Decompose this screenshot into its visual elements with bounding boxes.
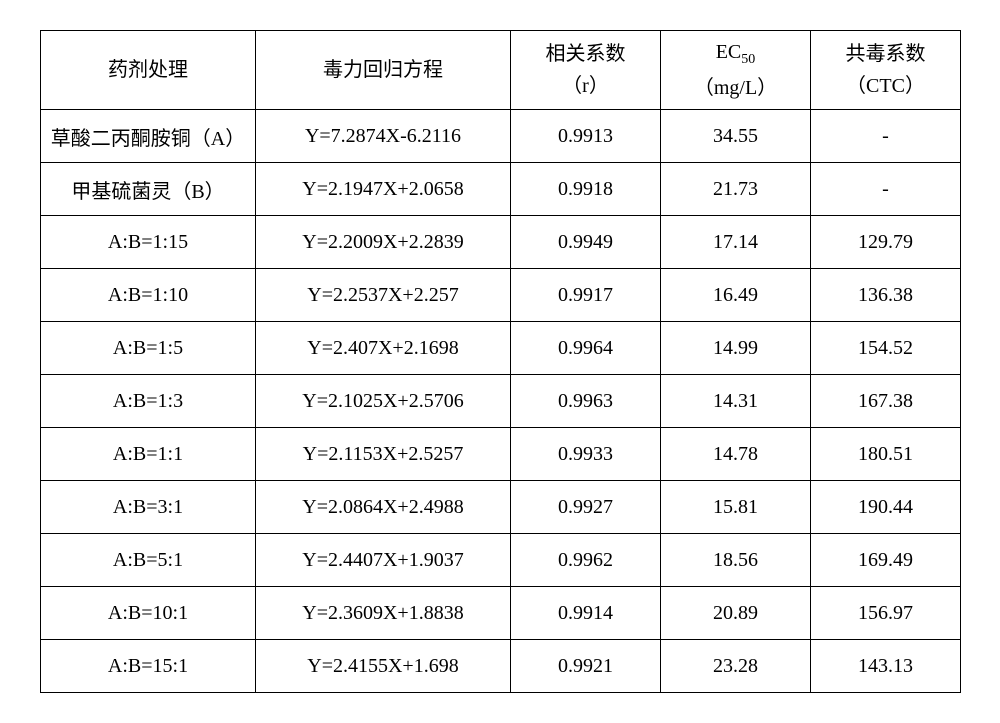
cell-treatment: A:B=10:1	[41, 587, 256, 640]
table-row: A:B=3:1Y=2.0864X+2.49880.992715.81190.44	[41, 481, 961, 534]
cell-r: 0.9913	[511, 110, 661, 163]
cell-ctc: 169.49	[811, 534, 961, 587]
table-row: A:B=5:1Y=2.4407X+1.90370.996218.56169.49	[41, 534, 961, 587]
cell-r: 0.9963	[511, 375, 661, 428]
cell-ctc: 136.38	[811, 269, 961, 322]
table-row: A:B=1:10Y=2.2537X+2.2570.991716.49136.38	[41, 269, 961, 322]
cell-equation: Y=2.0864X+2.4988	[256, 481, 511, 534]
header-label: EC	[716, 41, 742, 63]
cell-equation: Y=2.407X+2.1698	[256, 322, 511, 375]
header-label: 药剂处理	[108, 59, 188, 81]
cell-equation: Y=2.1025X+2.5706	[256, 375, 511, 428]
table-row: A:B=1:15Y=2.2009X+2.28390.994917.14129.7…	[41, 216, 961, 269]
cell-ec50: 14.31	[661, 375, 811, 428]
cell-ec50: 23.28	[661, 640, 811, 693]
table-header-row: 药剂处理 毒力回归方程 相关系数 （r） EC50 （mg/L） 共毒系数 （C…	[41, 31, 961, 110]
header-sub-num: 50	[741, 52, 755, 67]
cell-treatment: 甲基硫菌灵（B）	[41, 163, 256, 216]
header-label: 毒力回归方程	[323, 59, 443, 81]
cell-ec50: 34.55	[661, 110, 811, 163]
header-sub: （mg/L）	[694, 77, 777, 99]
table-row: 甲基硫菌灵（B）Y=2.1947X+2.06580.991821.73-	[41, 163, 961, 216]
cell-ec50: 14.78	[661, 428, 811, 481]
cell-equation: Y=2.1153X+2.5257	[256, 428, 511, 481]
cell-r: 0.9917	[511, 269, 661, 322]
cell-equation: Y=2.2537X+2.257	[256, 269, 511, 322]
cell-r: 0.9927	[511, 481, 661, 534]
cell-r: 0.9949	[511, 216, 661, 269]
cell-equation: Y=2.2009X+2.2839	[256, 216, 511, 269]
cell-ctc: -	[811, 110, 961, 163]
cell-r: 0.9964	[511, 322, 661, 375]
cell-treatment: A:B=1:1	[41, 428, 256, 481]
cell-ec50: 20.89	[661, 587, 811, 640]
header-sub: （CTC）	[846, 75, 925, 97]
table-row: 草酸二丙酮胺铜（A）Y=7.2874X-6.21160.991334.55-	[41, 110, 961, 163]
cell-ctc: 190.44	[811, 481, 961, 534]
cell-treatment: A:B=15:1	[41, 640, 256, 693]
table-body: 草酸二丙酮胺铜（A）Y=7.2874X-6.21160.991334.55-甲基…	[41, 110, 961, 693]
col-header-ctc: 共毒系数 （CTC）	[811, 31, 961, 110]
cell-r: 0.9962	[511, 534, 661, 587]
cell-ec50: 18.56	[661, 534, 811, 587]
table-row: A:B=1:3Y=2.1025X+2.57060.996314.31167.38	[41, 375, 961, 428]
cell-ec50: 14.99	[661, 322, 811, 375]
cell-ctc: -	[811, 163, 961, 216]
cell-ec50: 15.81	[661, 481, 811, 534]
cell-equation: Y=2.4407X+1.9037	[256, 534, 511, 587]
col-header-equation: 毒力回归方程	[256, 31, 511, 110]
cell-treatment: A:B=1:15	[41, 216, 256, 269]
cell-treatment: A:B=3:1	[41, 481, 256, 534]
cell-r: 0.9914	[511, 587, 661, 640]
table-row: A:B=1:5Y=2.407X+2.16980.996414.99154.52	[41, 322, 961, 375]
cell-ctc: 143.13	[811, 640, 961, 693]
cell-ec50: 21.73	[661, 163, 811, 216]
cell-treatment: 草酸二丙酮胺铜（A）	[41, 110, 256, 163]
table-row: A:B=1:1Y=2.1153X+2.52570.993314.78180.51	[41, 428, 961, 481]
cell-equation: Y=2.4155X+1.698	[256, 640, 511, 693]
cell-ctc: 167.38	[811, 375, 961, 428]
cell-equation: Y=7.2874X-6.2116	[256, 110, 511, 163]
cell-treatment: A:B=1:10	[41, 269, 256, 322]
cell-ec50: 17.14	[661, 216, 811, 269]
toxicity-table: 药剂处理 毒力回归方程 相关系数 （r） EC50 （mg/L） 共毒系数 （C…	[40, 30, 961, 693]
cell-ctc: 156.97	[811, 587, 961, 640]
header-label: 相关系数	[546, 43, 626, 65]
cell-ec50: 16.49	[661, 269, 811, 322]
cell-equation: Y=2.3609X+1.8838	[256, 587, 511, 640]
cell-equation: Y=2.1947X+2.0658	[256, 163, 511, 216]
cell-treatment: A:B=5:1	[41, 534, 256, 587]
col-header-r: 相关系数 （r）	[511, 31, 661, 110]
cell-r: 0.9918	[511, 163, 661, 216]
col-header-treatment: 药剂处理	[41, 31, 256, 110]
cell-treatment: A:B=1:5	[41, 322, 256, 375]
header-sub: （r）	[562, 75, 609, 97]
cell-ctc: 129.79	[811, 216, 961, 269]
cell-r: 0.9933	[511, 428, 661, 481]
table-row: A:B=15:1Y=2.4155X+1.6980.992123.28143.13	[41, 640, 961, 693]
cell-ctc: 154.52	[811, 322, 961, 375]
cell-r: 0.9921	[511, 640, 661, 693]
table-row: A:B=10:1Y=2.3609X+1.88380.991420.89156.9…	[41, 587, 961, 640]
col-header-ec50: EC50 （mg/L）	[661, 31, 811, 110]
header-label: 共毒系数	[846, 43, 926, 65]
cell-treatment: A:B=1:3	[41, 375, 256, 428]
cell-ctc: 180.51	[811, 428, 961, 481]
